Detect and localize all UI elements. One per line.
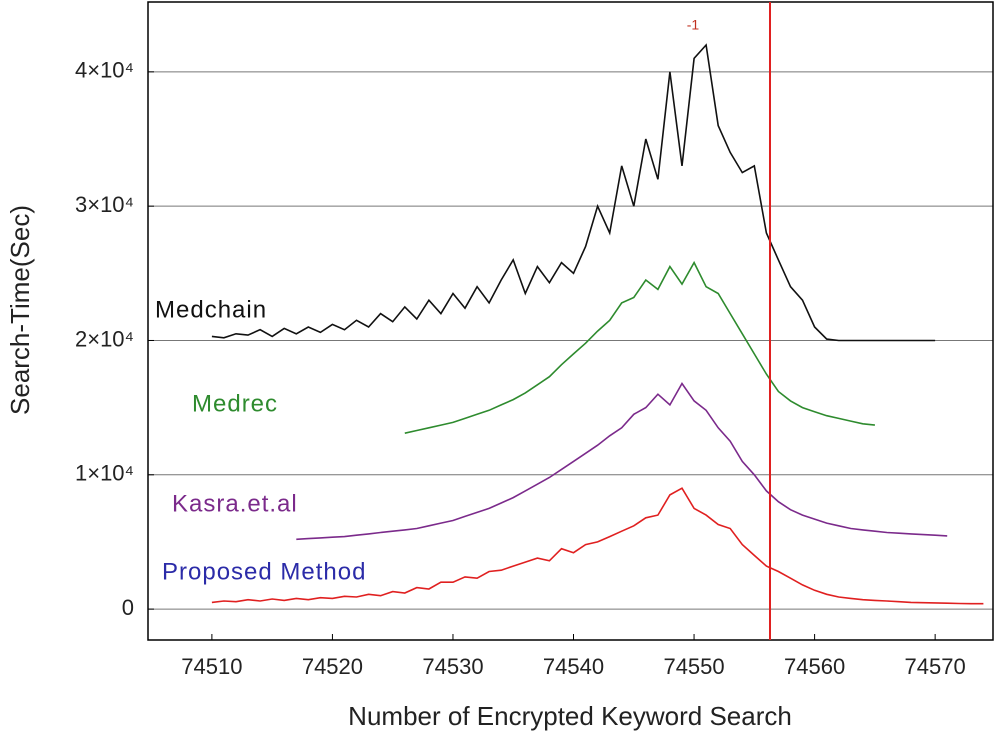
series-line bbox=[211, 487, 984, 605]
series-label: Proposed Method bbox=[162, 558, 366, 585]
y-tick-label: 2×10⁴ bbox=[75, 326, 134, 351]
series-label: Medchain bbox=[155, 296, 267, 323]
y-tick-label: 3×10⁴ bbox=[75, 192, 134, 217]
x-tick-label: 74560 bbox=[784, 654, 845, 679]
x-tick-label: 74530 bbox=[422, 654, 483, 679]
series-line bbox=[296, 381, 948, 541]
x-tick-label: 74550 bbox=[663, 654, 724, 679]
series-label: Medrec bbox=[192, 390, 278, 417]
series-label: Kasra.et.al bbox=[172, 490, 298, 517]
series-line bbox=[211, 43, 936, 342]
y-tick-label: 1×10⁴ bbox=[75, 461, 134, 486]
x-axis-title: Number of Encrypted Keyword Search bbox=[348, 701, 792, 731]
y-tick-label: 4×10⁴ bbox=[75, 58, 134, 83]
x-tick-label: 74510 bbox=[181, 654, 242, 679]
plot-frame bbox=[147, 1, 994, 641]
x-tick-label: 74520 bbox=[302, 654, 363, 679]
x-tick-label: 74570 bbox=[905, 654, 966, 679]
annotation: -1 bbox=[687, 17, 700, 33]
series-line bbox=[404, 260, 875, 434]
y-tick-label: 0 bbox=[122, 595, 134, 620]
x-tick-label: 74540 bbox=[543, 654, 604, 679]
y-axis-title: Search-Time(Sec) bbox=[5, 205, 35, 415]
